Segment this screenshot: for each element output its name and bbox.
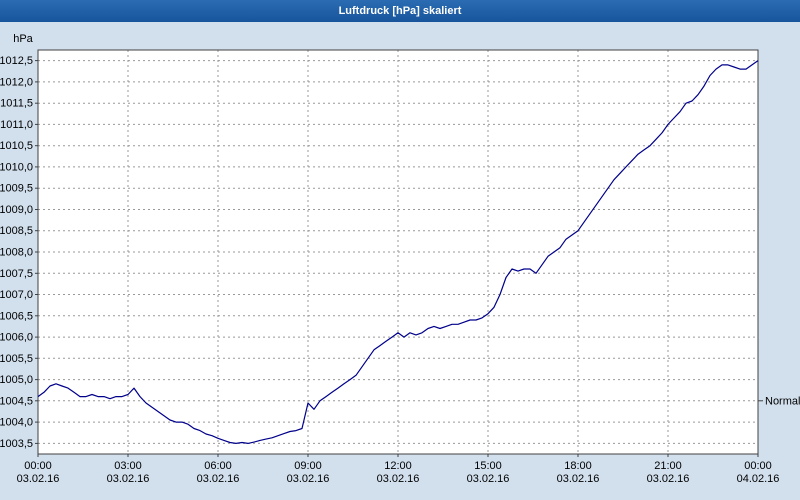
- y-tick-label: 1011,5: [0, 98, 33, 110]
- window-title: Luftdruck [hPa] skaliert: [338, 5, 462, 17]
- x-tick-time: 21:00: [654, 460, 682, 472]
- x-tick-time: 06:00: [204, 460, 232, 472]
- y-tick-label: 1005,5: [0, 353, 33, 365]
- y-tick-label: 1007,0: [0, 289, 33, 301]
- y-tick-label: 1012,5: [0, 55, 33, 67]
- y-tick-label: 1010,0: [0, 161, 33, 173]
- x-tick-date: 04.02.16: [737, 473, 780, 485]
- y-tick-label: 1005,0: [0, 374, 33, 386]
- x-tick-date: 03.02.16: [197, 473, 240, 485]
- y-tick-label: 1007,5: [0, 268, 33, 280]
- chart-area: 1003,5 1004,0 1004,5 1005,0 1005,5 1006,0 1006…: [0, 22, 800, 500]
- y-tick-label: 1009,5: [0, 183, 33, 195]
- window-titlebar[interactable]: Luftdruck [hPa] skaliert: [0, 0, 800, 22]
- y-tick-label: 1004,0: [0, 417, 33, 429]
- y-tick-label: 1008,5: [0, 225, 33, 237]
- pressure-line-chart: 1003,5 1004,0 1004,5 1005,0 1005,5 1006,0 1006…: [0, 33, 800, 485]
- x-tick-date: 03.02.16: [647, 473, 690, 485]
- x-tick-time: 18:00: [564, 460, 592, 472]
- y-tick-label: 1009,0: [0, 204, 33, 216]
- x-tick-date: 03.02.16: [377, 473, 420, 485]
- x-tick-time: 12:00: [384, 460, 412, 472]
- x-tick-time: 00:00: [24, 460, 52, 472]
- y-tick-label: 1012,0: [0, 76, 33, 88]
- y-tick-label: 1006,5: [0, 310, 33, 322]
- plot-border: [37, 49, 759, 455]
- y-tick-label: 1006,0: [0, 332, 33, 344]
- x-tick-date: 03.02.16: [467, 473, 510, 485]
- y-tick-label: 1010,5: [0, 140, 33, 152]
- x-tick-date: 03.02.16: [287, 473, 330, 485]
- x-tick-time: 09:00: [294, 460, 322, 472]
- x-tick-date: 03.02.16: [107, 473, 150, 485]
- x-tick-date: 03.02.16: [557, 473, 600, 485]
- x-tick-date: 03.02.16: [17, 473, 60, 485]
- y-tick-label: 1003,5: [0, 438, 33, 450]
- x-tick-time: 00:00: [744, 460, 772, 472]
- y-tick-label: 1004,5: [0, 395, 33, 407]
- y-axis-unit-label: hPa: [13, 33, 33, 45]
- x-tick-time: 03:00: [114, 460, 142, 472]
- y-tick-label: 1008,0: [0, 247, 33, 259]
- normal-annotation: Normal: [765, 395, 800, 407]
- y-tick-label: 1011,0: [0, 119, 33, 131]
- pressure-series-line: [37, 60, 759, 444]
- x-tick-time: 15:00: [474, 460, 502, 472]
